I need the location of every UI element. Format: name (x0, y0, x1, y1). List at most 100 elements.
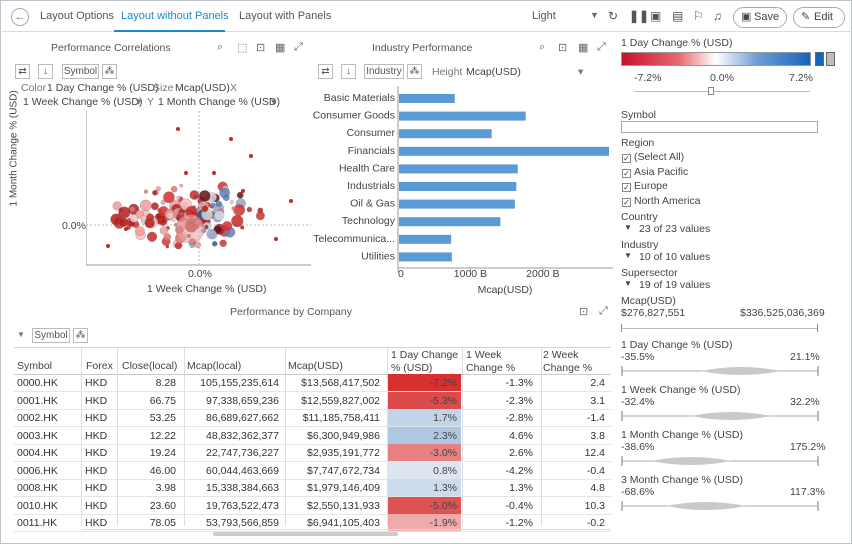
chevron-down-icon[interactable]: ▼ (590, 10, 599, 20)
size-close-button[interactable]: X (230, 82, 238, 94)
pause-icon[interactable]: ❚❚ (629, 9, 650, 23)
table-cell-symbol: 0002.HK (17, 412, 58, 424)
bookmark-icon[interactable]: ⚐ (693, 9, 704, 23)
back-arrow-icon[interactable]: ← (11, 8, 29, 26)
column-header[interactable]: Forex (86, 360, 113, 372)
column-header[interactable]: Mcap(local) (187, 360, 242, 372)
table-cell-mcap_local: 105,155,235,614 (200, 377, 279, 389)
notification-bell-icon[interactable]: ♫ (713, 9, 722, 23)
region-option[interactable]: ✓ Asia Pacific (622, 166, 688, 178)
mcap-slider-right-handle[interactable] (817, 324, 818, 332)
sort-icon[interactable]: ↓ (341, 64, 356, 79)
bar-x-tick-label: 0 (398, 268, 404, 280)
color-slider-handle[interactable] (708, 87, 714, 95)
null-swatch[interactable] (826, 52, 835, 66)
y-axis-selector[interactable]: 1 Month Change % (USD) (158, 96, 280, 108)
column-header[interactable]: 1 Week Change % (USD) (466, 349, 516, 374)
range-filter-distribution[interactable] (621, 364, 819, 378)
table-cell-forex: HKD (85, 517, 108, 529)
column-header[interactable]: Symbol (17, 360, 53, 372)
color-slider-track[interactable] (634, 91, 810, 92)
grid-icon[interactable]: ▦ (275, 42, 286, 54)
scatter-plot[interactable] (86, 111, 311, 266)
export-icon[interactable]: ⊡ (579, 306, 589, 318)
sort-icon[interactable]: ↓ (38, 64, 53, 79)
theme-selector[interactable]: Light (532, 10, 556, 22)
industry-chip[interactable]: Industry (364, 64, 404, 79)
expand-icon[interactable]: ⤢ (597, 41, 606, 53)
symbol-filter-input[interactable] (621, 121, 818, 133)
symbol-chip[interactable]: Symbol (62, 64, 99, 79)
range-filter-max: 32.2% (790, 396, 820, 408)
hierarchy-icon[interactable]: ⁂ (102, 64, 117, 79)
range-filter-distribution[interactable] (621, 454, 819, 468)
refresh-icon[interactable]: ↻ (608, 9, 619, 23)
chevron-down-icon[interactable]: ▼ (17, 330, 25, 339)
scatter-xlabel: 1 Week Change % (USD) (147, 283, 267, 295)
horizontal-scrollbar[interactable] (81, 529, 611, 537)
scatter-point (163, 233, 171, 241)
region-option[interactable]: ✓ (Select All) (622, 151, 684, 163)
range-filter-distribution[interactable] (621, 409, 819, 423)
checkbox-checked-icon[interactable]: ✓ (622, 183, 631, 192)
checkbox-checked-icon[interactable]: ✓ (622, 197, 631, 207)
column-header[interactable]: 2 Week Change % (USD) (543, 349, 593, 374)
column-header[interactable]: Mcap(USD) (288, 360, 343, 372)
chevron-down-icon[interactable]: ▾ (271, 96, 277, 108)
chevron-down-icon[interactable]: ▾ (136, 96, 142, 108)
mcap-slider-track[interactable] (621, 328, 818, 329)
expand-icon[interactable]: ⤢ (599, 305, 608, 317)
column-header[interactable]: 1 Day Change % (USD) (391, 349, 459, 374)
edit-button[interactable]: ✎ Edit (793, 7, 845, 28)
pdf-export-icon[interactable]: ▤ (672, 9, 684, 23)
range-filter-max: 175.2% (790, 441, 826, 453)
axis-swap-icon[interactable]: ⇄ (318, 64, 333, 79)
scatter-point (155, 186, 161, 192)
table-cell-mcap_local: 97,338,659,236 (206, 394, 279, 407)
supersector-value[interactable]: 19 of 19 values (639, 279, 711, 291)
row-divider (14, 461, 611, 462)
column-header[interactable]: Close(local) (122, 360, 178, 372)
industry-value[interactable]: 10 of 10 values (639, 251, 711, 263)
color-selector[interactable]: 1 Day Change % (USD) (47, 82, 159, 94)
range-filter-distribution[interactable] (621, 499, 819, 513)
size-selector[interactable]: Mcap(USD) (175, 82, 230, 94)
chevron-down-icon[interactable]: ▼ (624, 251, 632, 260)
hierarchy-icon[interactable]: ⁂ (407, 64, 422, 79)
bar-chart[interactable]: Basic Materials Consumer Goods Consumer Fin… (301, 86, 613, 301)
positive-swatch[interactable] (815, 52, 824, 66)
range-filter-label: 1 Week Change % (USD) (621, 384, 741, 396)
chevron-down-icon[interactable]: ▼ (624, 223, 632, 232)
scrollbar-thumb[interactable] (213, 532, 398, 536)
save-button[interactable]: ▣ Save (733, 7, 787, 28)
range-filter-label: 3 Month Change % (USD) (621, 474, 743, 486)
country-value[interactable]: 23 of 23 values (639, 223, 711, 235)
select-region-icon[interactable]: ⬚ (237, 42, 248, 54)
region-option[interactable]: ✓ North America (622, 195, 701, 207)
tab-layout-options[interactable]: Layout Options (40, 10, 114, 22)
x-axis-selector[interactable]: 1 Week Change % (USD) (23, 96, 143, 108)
symbol-chip[interactable]: Symbol (32, 328, 70, 343)
chevron-down-icon[interactable]: ▾ (578, 66, 584, 78)
scatter-point (219, 239, 227, 247)
region-option[interactable]: ✓ Europe (622, 180, 668, 192)
hierarchy-icon[interactable]: ⁂ (73, 328, 88, 343)
export-icon[interactable]: ⊡ (256, 42, 266, 54)
chevron-down-icon[interactable]: ▼ (624, 279, 632, 288)
height-selector[interactable]: Mcap(USD) (466, 66, 521, 78)
search-icon[interactable]: ⌕ (539, 41, 546, 53)
table-cell-w2: 12.4 (584, 447, 605, 459)
axis-swap-icon[interactable]: ⇄ (15, 64, 30, 79)
expand-icon[interactable]: ⤢ (294, 41, 303, 53)
export-icon[interactable]: ⊡ (558, 42, 568, 54)
table-cell-mcap_local: 48,832,362,377 (206, 429, 279, 442)
tab-layout-with-panels[interactable]: Layout with Panels (239, 10, 332, 22)
snapshot-icon[interactable]: ▣ (650, 9, 662, 23)
tab-layout-without-panels[interactable]: Layout without Panels (121, 10, 229, 22)
search-icon[interactable]: ⌕ (217, 41, 224, 53)
checkbox-checked-icon[interactable]: ✓ (622, 168, 631, 178)
grid-icon[interactable]: ▦ (578, 42, 589, 54)
checkbox-checked-icon[interactable]: ✓ (622, 154, 631, 163)
scatter-point (160, 199, 166, 205)
